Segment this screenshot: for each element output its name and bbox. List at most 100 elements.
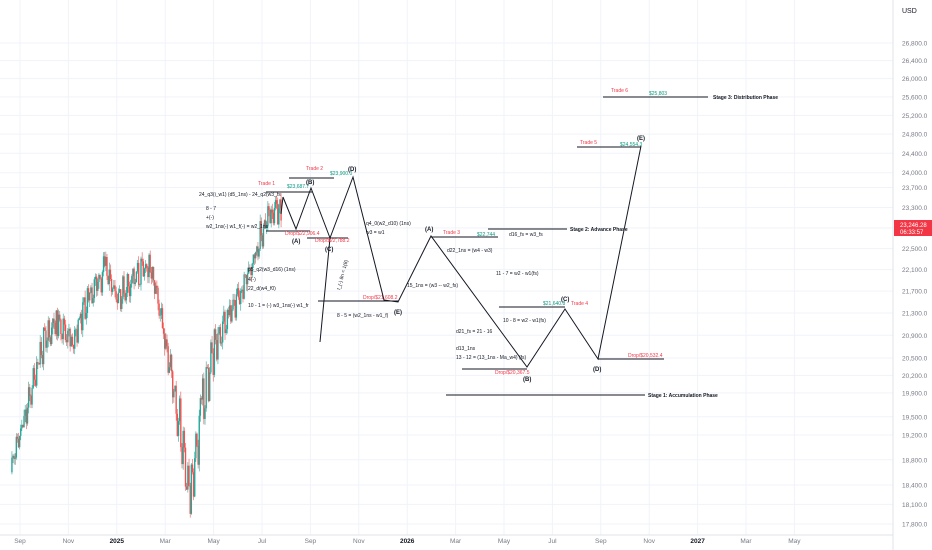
candle-body (165, 339, 167, 349)
price-tick-label: 25,200.0 (902, 113, 928, 120)
candle-body (153, 280, 156, 294)
price-tick-label: 17,800.0 (902, 522, 928, 529)
candle-body (36, 362, 38, 386)
trade5-value: $24,554.3 (620, 142, 642, 148)
candle-body (107, 275, 109, 285)
wave-label-a1: (A) (292, 239, 300, 245)
current-price-badge: 23,246.28 06:33:57 (894, 220, 932, 236)
wave-label-e2: (E) (637, 136, 645, 142)
candle-body (252, 254, 255, 264)
candle-body (31, 387, 33, 405)
candle-body (170, 354, 173, 372)
candle-body (223, 311, 225, 322)
candle-body (274, 200, 277, 208)
candle-body (121, 299, 123, 310)
drop2-label: Drop/$22,788.2 (315, 238, 350, 244)
candle-body (217, 333, 219, 360)
candle-body (197, 445, 199, 465)
candle-body (128, 286, 131, 297)
candle-body (261, 235, 264, 247)
candle-body (218, 327, 220, 334)
candle-body (62, 318, 64, 340)
candle-body (245, 274, 248, 285)
annotation: w2_1ns(-) w1_f(-) = w2_1ns (206, 224, 269, 230)
wave-label-c1: (C) (325, 247, 333, 253)
candle-body (168, 367, 171, 373)
candle-body (26, 407, 29, 424)
candle-body (98, 274, 100, 283)
candle-body (133, 268, 135, 285)
candle-body (80, 313, 83, 331)
candle-body (220, 342, 223, 344)
drop5-label: Drop/$20,532.4 (628, 353, 663, 359)
candle-body (260, 221, 262, 236)
candle-body (189, 485, 191, 514)
candle-body (136, 262, 139, 272)
candle-body (143, 268, 146, 277)
candle-body (213, 329, 216, 375)
candle-body (53, 318, 55, 324)
candle-body (209, 372, 211, 401)
time-tick-label: Sep (14, 538, 26, 545)
trade6-value: $25,803 (649, 91, 667, 97)
price-tick-label: 26,800.0 (902, 41, 928, 48)
candle-body (33, 368, 36, 380)
price-tick-label: 24,400.0 (902, 151, 928, 158)
candle-body (102, 256, 105, 273)
candle-body (95, 276, 98, 291)
candle-body (182, 430, 184, 465)
candle-body (266, 226, 268, 229)
candle-body (166, 339, 168, 347)
stem-left (280, 196, 284, 215)
price-tick-label: 23,300.0 (902, 205, 928, 212)
candle-body (89, 292, 91, 301)
candle-body (54, 323, 56, 335)
candle-body (83, 297, 85, 303)
candle-body (41, 354, 44, 365)
candle-body (201, 378, 204, 400)
candle-body (76, 329, 78, 343)
candle-body (177, 421, 180, 436)
annotation: 13 - 12 = (13_1ns - Ma_w4) (fs) (456, 355, 527, 361)
candle-body (24, 409, 26, 416)
candle-body (221, 321, 224, 343)
time-axis[interactable]: Sep Nov 2025 Mar May Jul Sep Nov 2026 Mar May Jul Se… (14, 538, 801, 545)
candle-body (90, 287, 92, 293)
candle-body (190, 464, 193, 514)
candle-body (129, 284, 132, 297)
candle-body (273, 207, 276, 224)
candle-body (114, 285, 116, 292)
trade2-value: $23,900.0 (330, 171, 352, 177)
candle-body (60, 319, 62, 335)
annotation: d16_fs = w3_fs (509, 232, 543, 238)
candle-body (105, 256, 107, 266)
candle-body (27, 387, 30, 408)
candle-body (139, 284, 141, 286)
candle-body (167, 346, 169, 373)
candle-body (44, 327, 46, 331)
candle-body (207, 367, 210, 401)
annotation: d22_1ns = (w4 - w3) (447, 248, 493, 254)
candle-body (119, 289, 122, 310)
stage1-label: Stage 1: Accumulation Phase (648, 393, 718, 399)
candle-body (65, 340, 68, 343)
candle-body (135, 271, 138, 283)
candle-body (270, 209, 272, 224)
candle-body (20, 428, 22, 436)
drop1-label: Drop/$22,906.4 (285, 231, 320, 237)
stage2-label: Stage 2: Advance Phase (570, 227, 628, 233)
candle-body (225, 329, 227, 334)
wave-label-a2: (A) (425, 227, 433, 233)
time-tick-label: May (498, 538, 511, 545)
annotation: 22_d(w4_f0) (248, 286, 276, 292)
price-tick-label: 25,600.0 (902, 94, 928, 101)
candle-body (258, 249, 260, 257)
annotation: 24_q3(i_w1) (d5_1ns) - 24_q2(w3_fs (199, 192, 281, 198)
candle-body (30, 395, 32, 405)
candle-body (263, 220, 266, 229)
candle-body (219, 327, 222, 344)
candle-body (191, 464, 194, 473)
candle-body (203, 378, 205, 419)
candle-body (140, 258, 142, 285)
